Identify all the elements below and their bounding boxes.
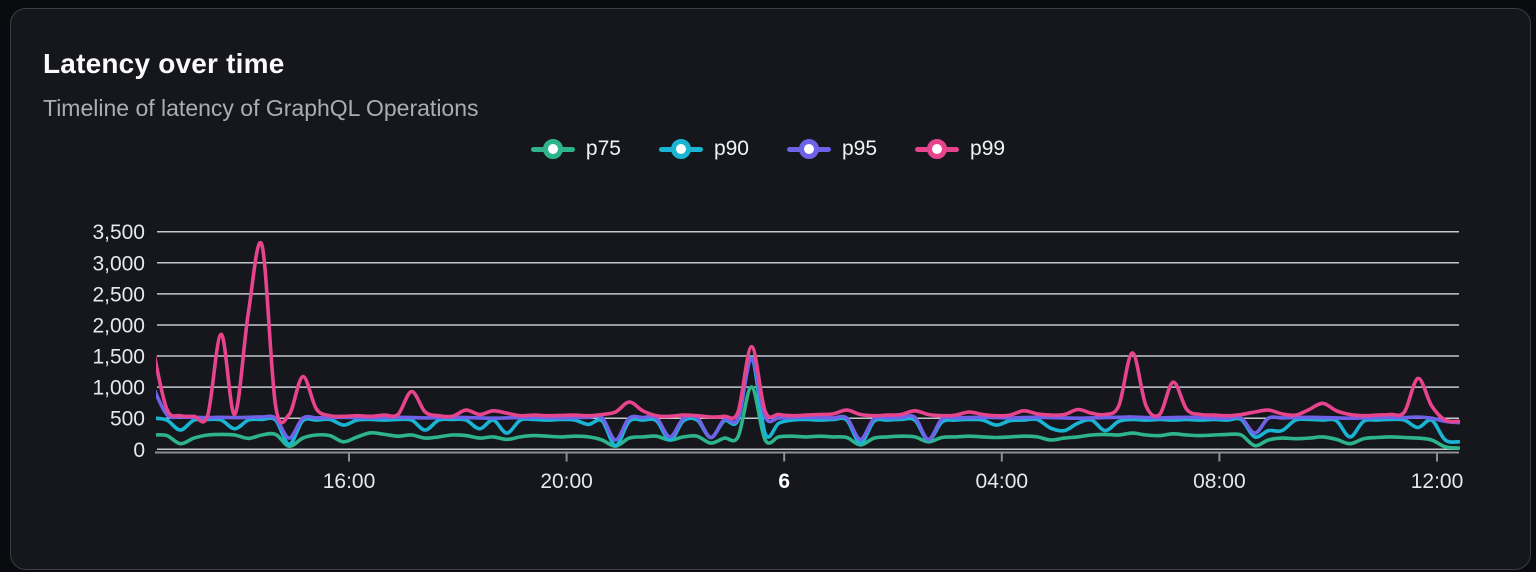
x-axis-tick-label: 08:00 bbox=[1193, 470, 1246, 493]
legend-series-marker-icon bbox=[915, 139, 960, 159]
y-axis-label: 3,000 bbox=[92, 252, 145, 275]
legend-label-p90: p90 bbox=[713, 137, 749, 160]
legend-item-p75[interactable]: p75 bbox=[530, 137, 621, 161]
legend-item-p95[interactable]: p95 bbox=[787, 137, 877, 161]
y-axis-label: 1,000 bbox=[92, 377, 145, 400]
legend-item-p99[interactable]: p99 bbox=[915, 137, 1005, 161]
series-line-p95 bbox=[156, 357, 1460, 442]
x-axis-tick-label: 16:00 bbox=[323, 470, 376, 493]
y-axis-label: 2,000 bbox=[92, 314, 145, 337]
legend-label-p95: p95 bbox=[842, 137, 878, 160]
series-group bbox=[156, 240, 1460, 450]
legend-series-marker-icon bbox=[530, 139, 575, 159]
y-axis-label: 2,500 bbox=[92, 283, 145, 306]
chart-title: Latency over time bbox=[43, 48, 285, 79]
series-line-p75 bbox=[156, 385, 1460, 450]
x-axis-tick-label: 6 bbox=[778, 470, 790, 493]
y-axis-label: 1,500 bbox=[92, 346, 145, 369]
latency-panel bbox=[10, 8, 1531, 570]
x-axis-tick-label: 12:00 bbox=[1411, 470, 1464, 493]
legend-label-p75: p75 bbox=[585, 137, 621, 160]
legend-series-marker-icon bbox=[658, 139, 703, 159]
x-axis-tick-label: 20:00 bbox=[540, 470, 593, 493]
y-axis-label: 3,500 bbox=[92, 221, 145, 244]
series-line-p99 bbox=[156, 240, 1460, 425]
x-axis-tick-label: 04:00 bbox=[976, 470, 1029, 493]
legend-label-p99: p99 bbox=[970, 137, 1006, 160]
legend-item-p90[interactable]: p90 bbox=[658, 137, 749, 161]
y-axis-label: 0 bbox=[133, 439, 145, 462]
chart-subtitle: Timeline of latency of GraphQL Operation… bbox=[43, 95, 479, 121]
series-line-p90 bbox=[156, 356, 1460, 448]
y-axis-label: 500 bbox=[110, 408, 145, 431]
legend-series-marker-icon bbox=[787, 139, 831, 159]
chart-legend: p75 p90 p95 p99 bbox=[0, 137, 1536, 161]
